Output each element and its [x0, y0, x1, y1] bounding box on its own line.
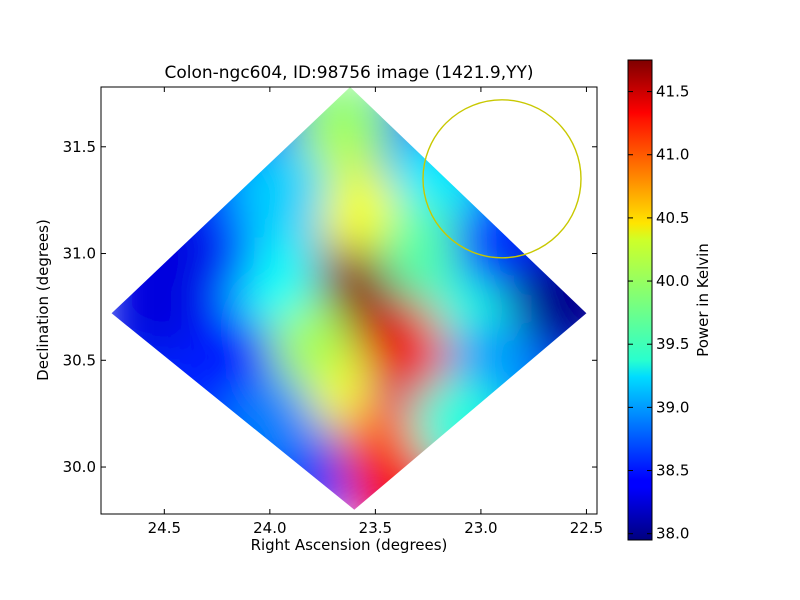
x-tick-label: 23.0 — [464, 519, 497, 537]
colorbar-tick-label: 40.5 — [656, 209, 689, 227]
heatmap-sample — [527, 258, 587, 355]
x-axis-label: Right Ascension (degrees) — [251, 536, 448, 554]
colorbar-tick-label: 39.5 — [656, 335, 689, 353]
colorbar-tick-label: 39.0 — [656, 398, 689, 416]
x-tick-label: 24.0 — [253, 519, 286, 537]
colorbar-tick-label: 38.0 — [656, 525, 689, 543]
plot-frame — [100, 86, 598, 515]
chart-title: Colon-ngc604, ID:98756 image (1421.9,YY) — [164, 63, 533, 83]
colorbar-ticks: 38.0 38.5 39.0 39.5 40.0 40.5 41.0 41.5 — [628, 83, 689, 543]
colorbar-gradient — [627, 59, 653, 541]
x-tick-label: 22.5 — [570, 519, 603, 537]
y-axis-label: Declination (degrees) — [34, 219, 52, 381]
y-axis-ticks: 30.0 30.5 31.0 31.5 — [63, 138, 597, 476]
y-tick-label: 30.5 — [63, 351, 96, 369]
colorbar-tick-label: 38.5 — [656, 462, 689, 480]
x-axis-ticks: 24.5 24.0 23.5 23.0 22.5 — [148, 87, 603, 537]
colorbar-tick-label: 41.0 — [656, 146, 689, 164]
x-tick-label: 24.5 — [148, 519, 181, 537]
x-tick-label: 23.5 — [359, 519, 392, 537]
colorbar-tick-label: 40.0 — [656, 272, 689, 290]
colorbar: 38.0 38.5 39.0 39.5 40.0 40.5 41.0 41.5 Power i… — [627, 59, 712, 543]
y-tick-label: 31.0 — [63, 245, 96, 263]
heatmap — [101, 87, 597, 514]
y-tick-label: 30.0 — [63, 458, 96, 476]
colorbar-tick-label: 41.5 — [656, 83, 689, 101]
colorbar-label: Power in Kelvin — [694, 243, 712, 357]
y-tick-label: 31.5 — [63, 138, 96, 156]
beam-circle — [422, 99, 582, 259]
